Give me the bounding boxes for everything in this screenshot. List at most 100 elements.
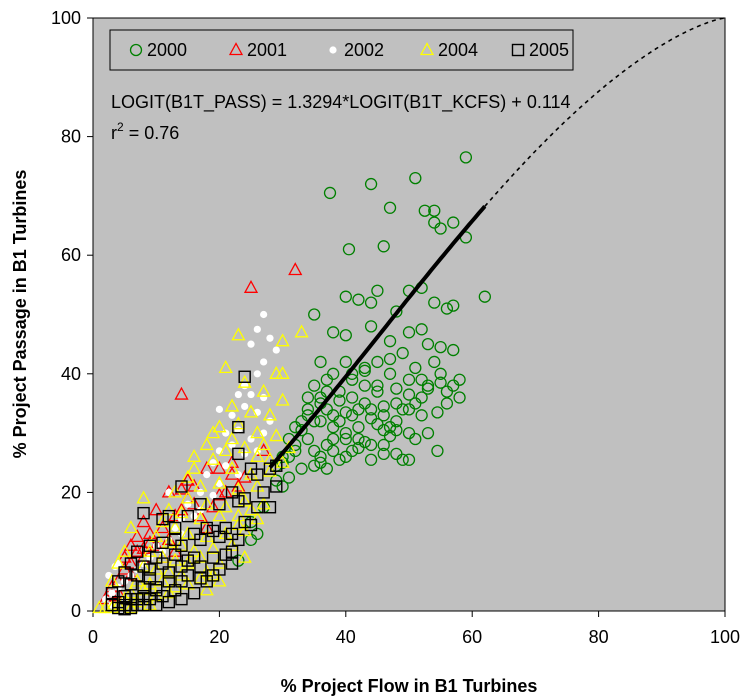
point-2004 <box>174 567 189 581</box>
point-2000 <box>377 400 390 413</box>
point-2004 <box>136 582 151 596</box>
point-2004 <box>161 534 176 548</box>
point-2002 <box>228 411 236 419</box>
point-2000 <box>339 406 352 419</box>
point-2004 <box>205 451 221 465</box>
point-2000 <box>428 204 441 217</box>
point-2000 <box>282 471 296 484</box>
point-2005 <box>187 551 201 564</box>
point-2004 <box>193 511 208 525</box>
point-2004 <box>262 407 278 421</box>
point-2005 <box>149 598 163 612</box>
point-2004 <box>212 419 227 433</box>
point-2004 <box>117 543 132 557</box>
point-2000 <box>431 406 444 419</box>
point-2005 <box>187 587 201 600</box>
point-2000 <box>440 302 454 315</box>
point-2005 <box>181 509 195 523</box>
point-2004 <box>237 549 252 563</box>
point-2005 <box>112 575 125 588</box>
point-2001 <box>130 529 145 543</box>
point-2005 <box>244 518 258 532</box>
point-2000 <box>327 326 340 339</box>
point-2001 <box>174 481 189 495</box>
point-2004 <box>174 505 189 519</box>
legend-marker-2001 <box>228 42 244 56</box>
point-2002 <box>247 435 255 443</box>
point-2004 <box>193 549 208 563</box>
point-2004 <box>212 508 227 522</box>
point-2001 <box>205 499 221 513</box>
y-tick-label: 80 <box>61 127 81 147</box>
point-2000 <box>431 444 444 458</box>
point-2000 <box>402 388 416 401</box>
point-2002 <box>272 346 280 354</box>
point-2000 <box>383 201 397 214</box>
point-2001 <box>231 478 246 492</box>
point-2004 <box>231 517 246 531</box>
point-2005 <box>137 506 150 520</box>
point-2005 <box>124 578 138 591</box>
point-2002 <box>260 310 268 319</box>
point-2004 <box>224 398 240 412</box>
trend-line <box>268 17 726 469</box>
point-2002 <box>241 450 249 458</box>
point-2004 <box>262 451 278 465</box>
point-2005 <box>200 521 213 535</box>
point-2005 <box>175 575 188 588</box>
fit-line-extrapolated <box>484 17 726 207</box>
point-2000 <box>396 453 409 466</box>
point-2005 <box>137 560 150 573</box>
point-2002 <box>241 402 249 411</box>
legend-box <box>109 29 574 71</box>
point-2004 <box>250 425 265 439</box>
point-2000 <box>390 415 403 428</box>
point-2004 <box>256 496 271 510</box>
point-2000 <box>459 151 473 164</box>
point-2000 <box>415 373 428 386</box>
x-tick-label: 100 <box>710 627 740 647</box>
point-2005 <box>175 592 188 606</box>
legend-marker-2004 <box>419 42 435 56</box>
point-2002 <box>234 390 242 399</box>
point-2005 <box>118 603 131 616</box>
point-2000 <box>314 415 327 428</box>
point-2004 <box>224 431 240 445</box>
point-2002 <box>171 524 179 532</box>
point-2000 <box>352 293 365 306</box>
point-2000 <box>333 394 346 407</box>
point-2004 <box>205 425 221 439</box>
point-2004 <box>218 499 233 513</box>
point-2001 <box>199 520 214 534</box>
point-2004 <box>212 475 227 489</box>
point-2004 <box>250 478 265 492</box>
point-2001 <box>237 469 252 483</box>
point-2000 <box>301 391 315 404</box>
point-2000 <box>345 373 359 386</box>
fit-line-solid <box>268 205 487 469</box>
point-2005 <box>194 572 207 585</box>
point-2005 <box>251 468 264 481</box>
point-2000 <box>402 373 416 386</box>
point-2002 <box>203 471 211 479</box>
r-squared-exponent: 2 <box>117 120 124 134</box>
point-2000 <box>345 391 359 404</box>
point-2000 <box>383 367 397 380</box>
point-2002 <box>215 479 223 488</box>
point-2004 <box>205 540 221 554</box>
point-2004 <box>111 555 126 569</box>
point-2002 <box>247 340 255 348</box>
y-tick-label: 20 <box>61 482 81 502</box>
point-2000 <box>358 364 371 377</box>
point-2000 <box>377 447 390 461</box>
point-2004 <box>180 526 195 540</box>
point-2005 <box>162 575 176 588</box>
point-2000 <box>434 222 447 235</box>
point-2002 <box>190 512 198 520</box>
point-2004 <box>155 549 170 563</box>
point-2000 <box>308 444 321 458</box>
point-2000 <box>402 453 416 466</box>
point-2000 <box>358 379 371 392</box>
point-2004 <box>199 437 214 451</box>
